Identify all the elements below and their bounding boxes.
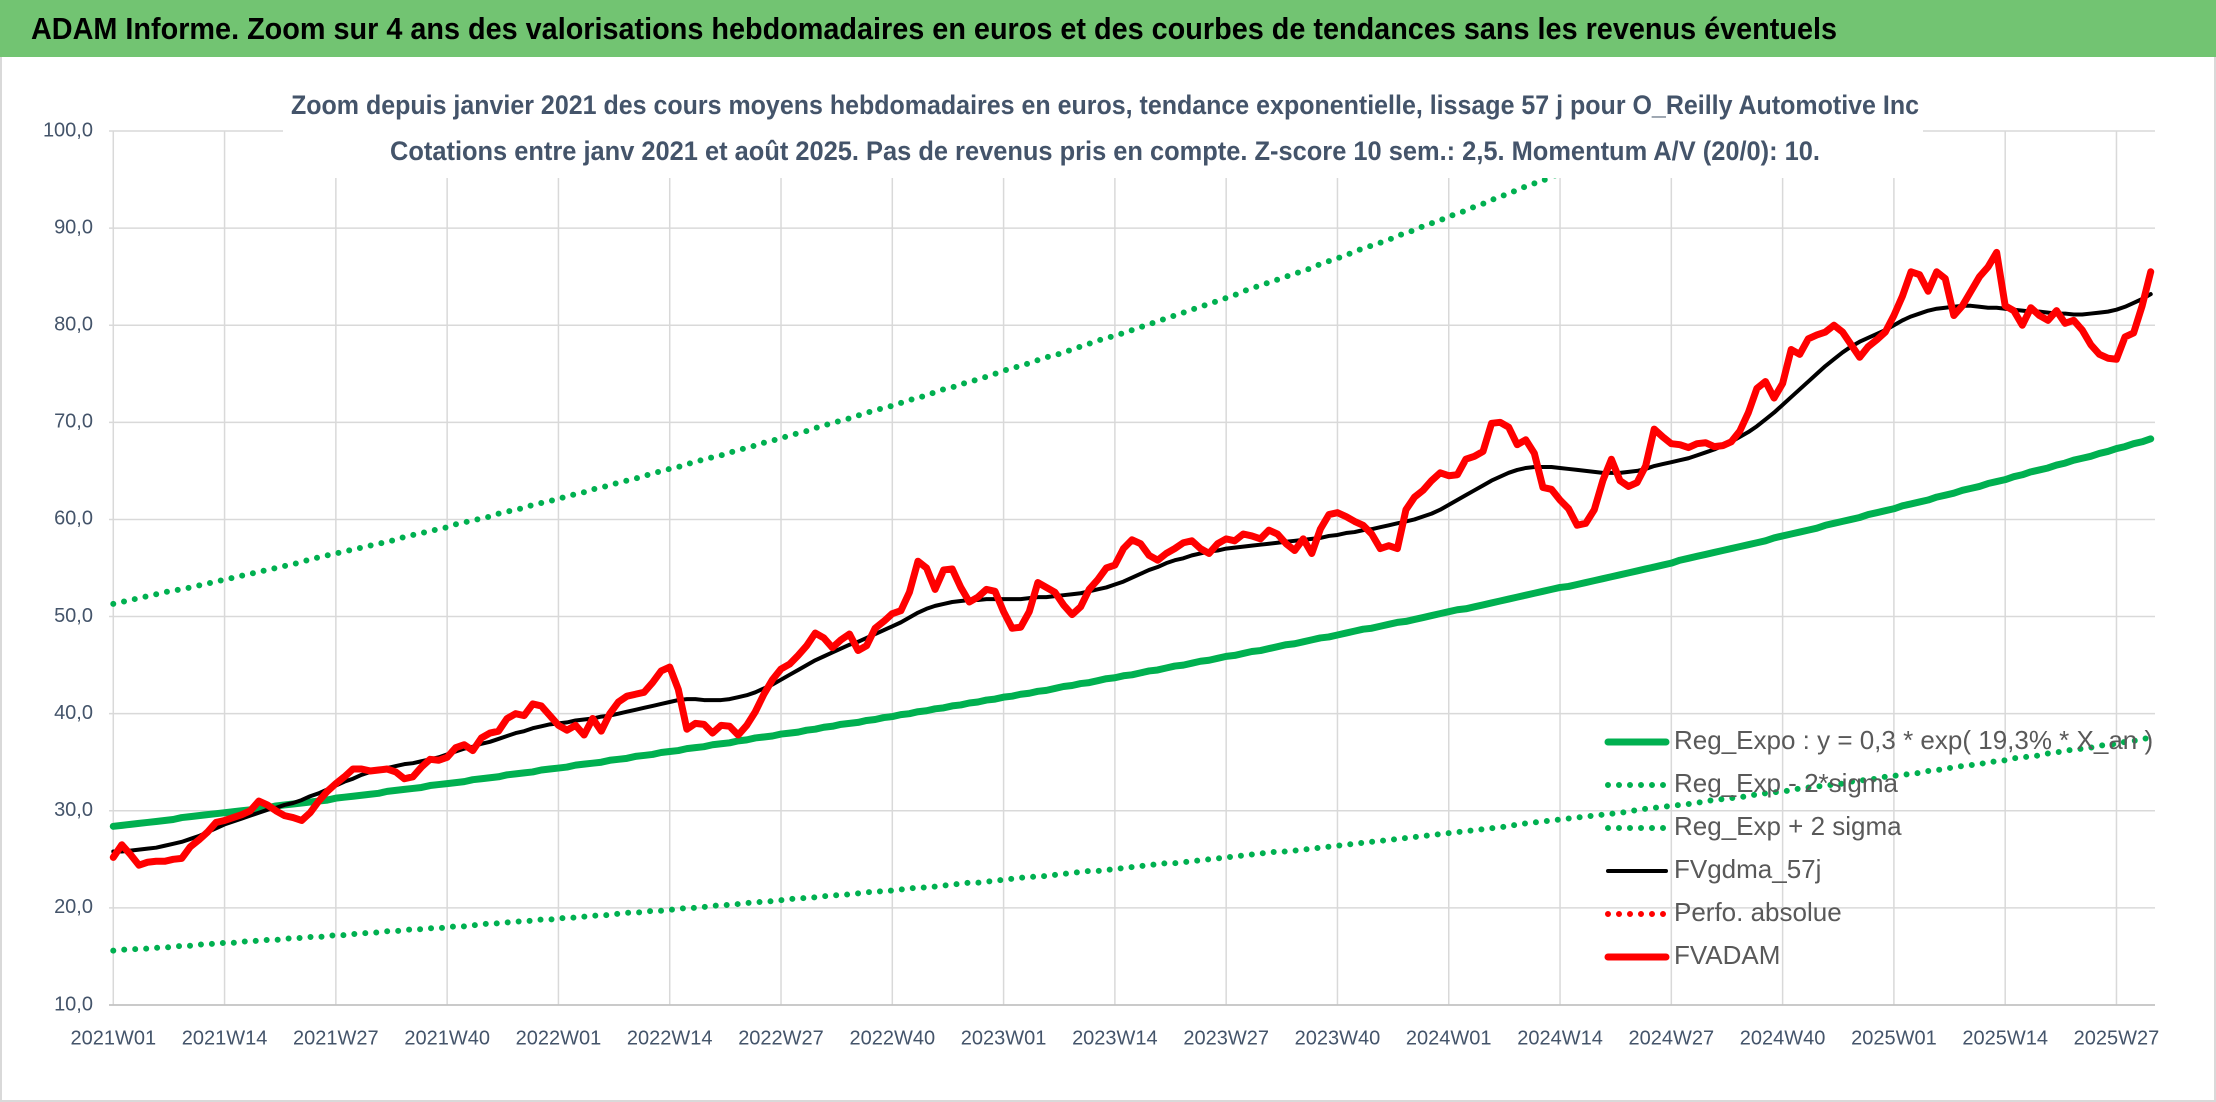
x-tick-label: 2023W14 (1072, 1027, 1158, 1049)
legend-label: Reg_Exp + 2 sigma (1674, 811, 1902, 841)
x-tick-label: 2021W01 (70, 1027, 156, 1049)
x-tick-label: 2021W27 (293, 1027, 379, 1049)
legend-label: Reg_Expo : y = 0,3 * exp( 19,3% * X_an ) (1674, 725, 2153, 755)
series-line (109, 248, 2155, 869)
x-tick-label: 2025W27 (2074, 1027, 2160, 1049)
series-line (110, 734, 2154, 954)
x-tick-label: 2025W14 (1962, 1027, 2048, 1049)
chart-title: ADAM Informe. Zoom sur 4 ans des valoris… (31, 11, 1837, 46)
y-tick-label: 100,0 (43, 119, 93, 141)
y-tick-label: 30,0 (54, 799, 93, 821)
y-tick-label: 60,0 (54, 508, 93, 530)
x-tick-label: 2023W01 (961, 1027, 1047, 1049)
legend-label: FVADAM (1674, 940, 1780, 970)
y-tick-label: 50,0 (54, 605, 93, 627)
x-tick-label: 2022W27 (738, 1027, 824, 1049)
legend: Reg_Expo : y = 0,3 * exp( 19,3% * X_an )… (1604, 725, 2153, 970)
series-group (109, 131, 2155, 954)
y-tick-label: 20,0 (54, 896, 93, 918)
x-tick-label: 2022W01 (516, 1027, 602, 1049)
y-tick-label: 80,0 (54, 314, 93, 336)
x-tick-label: 2024W01 (1406, 1027, 1492, 1049)
x-tick-label: 2024W40 (1740, 1027, 1826, 1049)
series-line (109, 435, 2155, 830)
legend-label: Perfo. absolue (1674, 897, 1842, 927)
x-tick-label: 2022W40 (849, 1027, 935, 1049)
x-tick-label: 2022W14 (627, 1027, 713, 1049)
x-tick-label: 2025W01 (1851, 1027, 1937, 1049)
x-tick-label: 2021W14 (182, 1027, 268, 1049)
legend-label: FVgdma_57j (1674, 854, 1821, 884)
x-tick-label: 2024W27 (1629, 1027, 1715, 1049)
subtitle-line: Cotations entre janv 2021 et août 2025. … (390, 136, 1820, 166)
y-tick-label: 40,0 (54, 702, 93, 724)
y-tick-label: 70,0 (54, 411, 93, 433)
subtitle-box (283, 84, 1923, 178)
x-tick-label: 2024W14 (1517, 1027, 1603, 1049)
header-bar (0, 0, 2216, 57)
y-tick-label: 90,0 (54, 216, 93, 238)
subtitle-line: Zoom depuis janvier 2021 des cours moyen… (291, 90, 1919, 120)
legend-label: Reg_Exp - 2*sigma (1674, 768, 1899, 798)
x-tick-label: 2023W27 (1183, 1027, 1269, 1049)
grid: 10,0 20,0 30,0 40,0 50,0 60,0 70,0 80,0 90,0 100,… (43, 119, 2159, 1049)
series-line (110, 131, 1673, 607)
y-tick-label: 10,0 (54, 993, 93, 1015)
x-tick-label: 2023W40 (1295, 1027, 1381, 1049)
x-tick-label: 2021W40 (404, 1027, 490, 1049)
